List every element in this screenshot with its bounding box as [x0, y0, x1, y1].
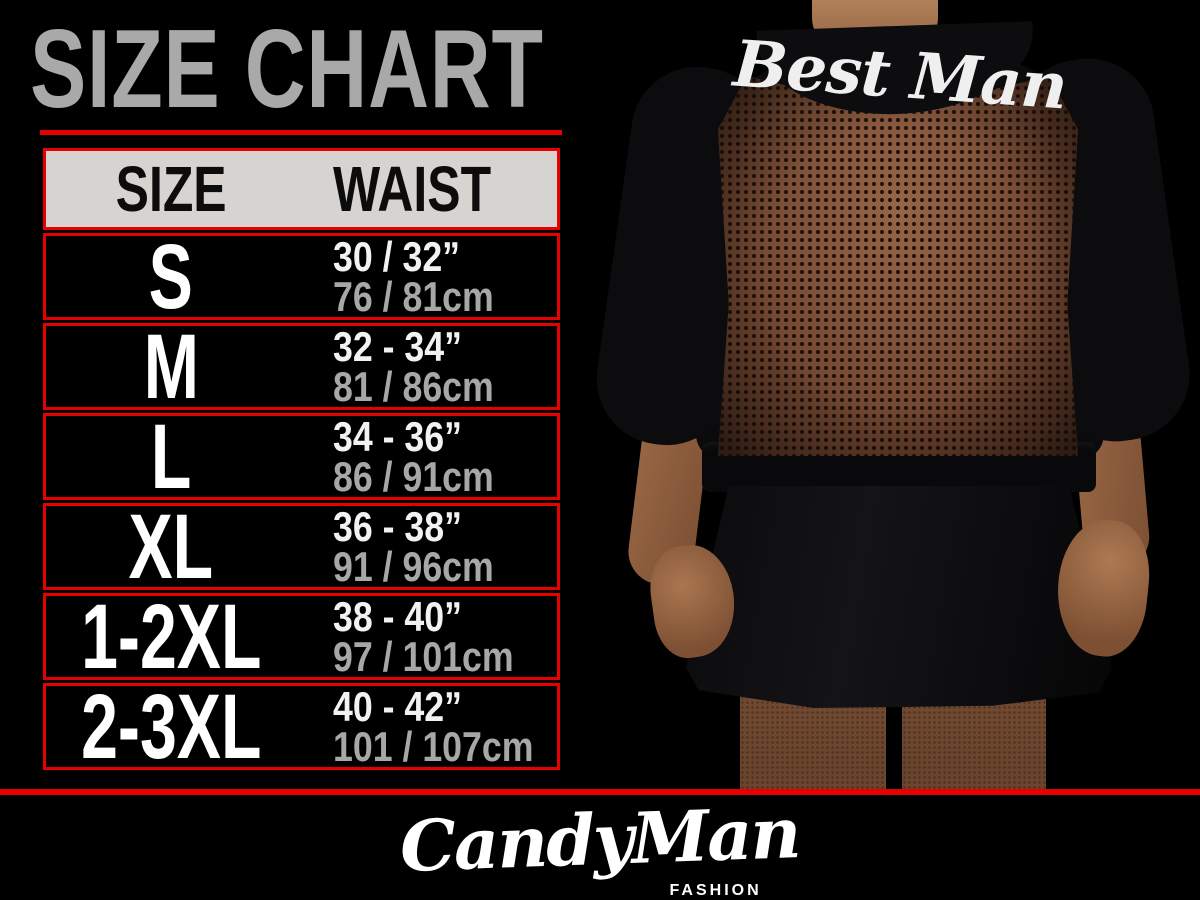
page-title: SIZE CHART	[30, 7, 544, 131]
size-label: S	[148, 225, 194, 328]
size-label: L	[150, 405, 192, 508]
size-label: 2-3XL	[81, 675, 262, 778]
title-underline	[40, 130, 562, 135]
waist-cm: 76 / 81cm	[333, 272, 494, 320]
table-row: M 32 - 34” 81 / 86cm	[43, 315, 560, 418]
brand-logo: CandyMan FASHION	[399, 791, 801, 900]
brand-tagline: FASHION	[669, 882, 762, 899]
table-header-row: SIZE WAIST	[43, 148, 560, 230]
size-label: 1-2XL	[81, 585, 262, 688]
waist-inches: 40 - 42”	[333, 682, 463, 730]
waist-inches: 38 - 40”	[333, 592, 463, 640]
waist-inches: 30 / 32”	[333, 232, 461, 280]
size-table: SIZE WAIST S 30 / 32” 76 / 81cm M 32 - 3…	[43, 148, 560, 778]
waist-cm: 86 / 91cm	[333, 452, 494, 500]
header-waist-label: WAIST	[333, 153, 492, 225]
table-row: 2-3XL 40 - 42” 101 / 107cm	[43, 675, 560, 778]
waist-cm: 101 / 107cm	[333, 722, 534, 770]
size-label: M	[143, 315, 199, 418]
waist-inches: 36 - 38”	[333, 502, 463, 550]
mesh-back-panel	[718, 76, 1078, 456]
table-row: 1-2XL 38 - 40” 97 / 101cm	[43, 585, 560, 688]
brand-name: CandyMan	[399, 791, 801, 888]
waist-inches: 32 - 34”	[333, 322, 463, 370]
waist-cm: 91 / 96cm	[333, 542, 494, 590]
model-photo: Best Man	[588, 0, 1200, 789]
header-size-cell: SIZE	[46, 152, 296, 226]
waist-cm: 97 / 101cm	[333, 632, 514, 680]
table-row: L 34 - 36” 86 / 91cm	[43, 405, 560, 508]
table-row: S 30 / 32” 76 / 81cm	[43, 225, 560, 328]
header-waist-cell: WAIST	[296, 152, 557, 226]
size-label: XL	[128, 495, 214, 598]
table-row: XL 36 - 38” 91 / 96cm	[43, 495, 560, 598]
waist-inches: 34 - 36”	[333, 412, 463, 460]
brand-footer: CandyMan FASHION	[0, 791, 1200, 900]
bottom-divider	[0, 789, 1200, 795]
robe-skirt	[686, 486, 1112, 708]
waist-cm: 81 / 86cm	[333, 362, 494, 410]
header-size-label: SIZE	[115, 153, 227, 225]
